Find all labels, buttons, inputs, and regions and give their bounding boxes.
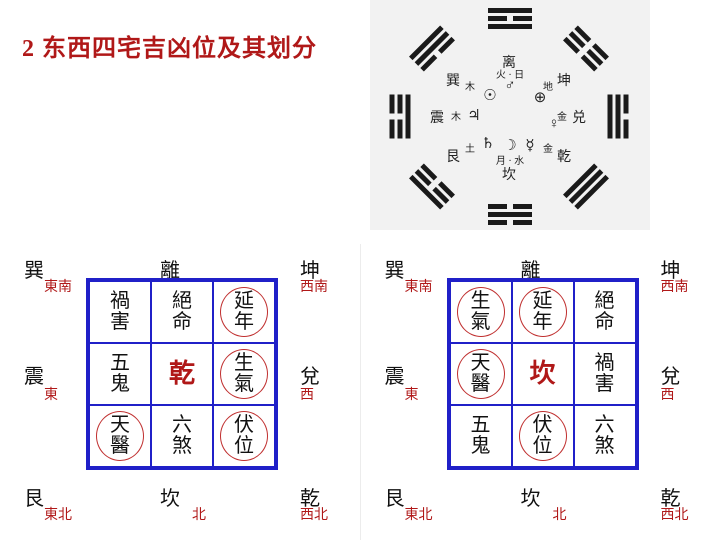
auspicious-circle — [457, 287, 505, 337]
grid-cell: 禍害 — [574, 343, 636, 405]
direction-label: 西 — [300, 384, 314, 404]
auspicious-circle — [457, 349, 505, 399]
grid-cell: 五鬼 — [450, 405, 512, 467]
direction-label: 西南 — [661, 276, 689, 296]
trigram-离 — [488, 8, 532, 29]
page-title: 2 东西四宅吉凶位及其划分 — [22, 28, 317, 63]
grid-cell: 六煞 — [574, 405, 636, 467]
grid-cell: 五鬼 — [89, 343, 151, 405]
hexagram-label: 震 — [24, 360, 44, 389]
grid-cell: 天醫 — [450, 343, 512, 405]
grid-cell: 六煞 — [151, 405, 213, 467]
grid-cell: 伏位 — [512, 405, 574, 467]
auspicious-circle — [220, 349, 268, 399]
direction-label: 西北 — [300, 504, 328, 524]
hexagram-label: 艮 — [385, 482, 405, 511]
direction-label: 北 — [553, 504, 567, 524]
auspicious-circle — [519, 287, 567, 337]
grid-cell: 延年 — [512, 281, 574, 343]
hexagram-label: 坎 — [521, 482, 541, 511]
trigram-兑 — [608, 95, 629, 139]
grid-cell: 乾 — [151, 343, 213, 405]
direction-label: 西南 — [300, 276, 328, 296]
auspicious-circle — [220, 287, 268, 337]
direction-label: 西北 — [661, 504, 689, 524]
direction-label: 東 — [405, 384, 419, 404]
direction-label: 東北 — [44, 504, 72, 524]
planet-symbol: ☽ — [500, 136, 520, 155]
planet-symbol: ⊕ — [530, 88, 550, 107]
bagua-ring: 离坤兑乾坎艮震巽火 · 日木地木土金金月 · 水♂⊕♀☿☽♄♃☉ — [370, 0, 650, 230]
grid-cell: 生氣 — [213, 343, 275, 405]
grid-cell: 絕命 — [151, 281, 213, 343]
luoshu-grid: 生氣延年絕命天醫坎禍害五鬼伏位六煞 — [447, 278, 639, 470]
direction-label: 西 — [661, 384, 675, 404]
panel-kan: 巽東南離南坤西南震東兌西艮東北坎北乾西北生氣延年絕命天醫坎禍害五鬼伏位六煞 — [360, 244, 720, 540]
grid-cell: 坎 — [512, 343, 574, 405]
hexagram-label: 坎 — [160, 482, 180, 511]
direction-label: 東 — [44, 384, 58, 404]
auspicious-circle — [96, 411, 144, 461]
planet-symbol: ☿ — [520, 136, 540, 155]
hexagram-label: 巽 — [385, 254, 405, 283]
direction-label: 北 — [192, 504, 206, 524]
grid-cell: 禍害 — [89, 281, 151, 343]
trigram-震 — [390, 95, 411, 139]
auspicious-circle — [220, 411, 268, 461]
auspicious-circle — [519, 411, 567, 461]
planet-symbol: ☉ — [480, 86, 500, 105]
planet-symbol: ♀ — [544, 116, 564, 133]
grid-cell: 生氣 — [450, 281, 512, 343]
grids-row: 巽東南離南坤西南震東兌西艮東北坎北乾西北禍害絕命延年五鬼乾生氣天醫六煞伏位 巽東… — [0, 244, 720, 540]
grid-cell: 天醫 — [89, 405, 151, 467]
direction-label: 東南 — [405, 276, 433, 296]
grid-cell: 伏位 — [213, 405, 275, 467]
planet-symbol: ♂ — [500, 78, 520, 95]
planet-symbol: ♃ — [464, 106, 484, 125]
hexagram-label: 震 — [385, 360, 405, 389]
grid-cell: 延年 — [213, 281, 275, 343]
trigram-坎 — [488, 204, 532, 225]
hexagram-label: 巽 — [24, 254, 44, 283]
trigram-label: 坎 — [502, 164, 516, 184]
direction-label: 東南 — [44, 276, 72, 296]
direction-label: 東北 — [405, 504, 433, 524]
planet-symbol: ♄ — [478, 134, 498, 153]
hexagram-label: 艮 — [24, 482, 44, 511]
grid-cell: 絕命 — [574, 281, 636, 343]
panel-qian: 巽東南離南坤西南震東兌西艮東北坎北乾西北禍害絕命延年五鬼乾生氣天醫六煞伏位 — [0, 244, 360, 540]
luoshu-grid: 禍害絕命延年五鬼乾生氣天醫六煞伏位 — [86, 278, 278, 470]
